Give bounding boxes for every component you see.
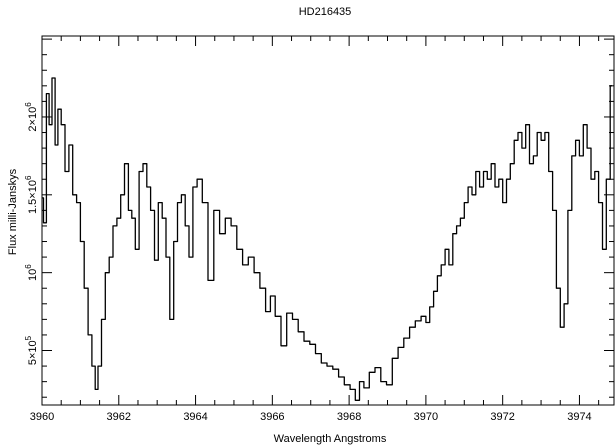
svg-text:2×106: 2×106 [24,102,39,132]
svg-text:Flux milli-Janskys: Flux milli-Janskys [7,168,19,255]
x-axis-label: Wavelength Angstroms [274,433,387,445]
x-tick-label: 3968 [337,411,361,423]
plot-frame [41,35,615,406]
axis-ticks [41,36,614,405]
tick-labels: 3960 3962 3964 3966 3968 3970 3972 3974 5×105 106… [24,102,592,423]
y-tick-label: 2×106 [24,102,39,132]
y-tick-label: 5×105 [24,335,39,365]
y-tick-label: 1.5×106 [24,175,39,214]
y-axis-label: Flux milli-Janskys [7,168,19,255]
x-tick-label: 3962 [107,411,131,423]
svg-text:5×105: 5×105 [24,335,39,365]
chart-title: HD216435 [299,6,352,18]
x-tick-label: 3964 [183,411,207,423]
spectrum-line [42,77,613,401]
x-tick-label: 3972 [490,411,514,423]
svg-text:1.5×106: 1.5×106 [24,175,39,214]
svg-text:106: 106 [24,264,39,281]
x-tick-label: 3966 [260,411,284,423]
x-tick-label: 3960 [30,411,54,423]
x-tick-label: 3970 [414,411,438,423]
x-tick-label: 3974 [567,411,591,423]
y-tick-label: 106 [24,264,39,281]
